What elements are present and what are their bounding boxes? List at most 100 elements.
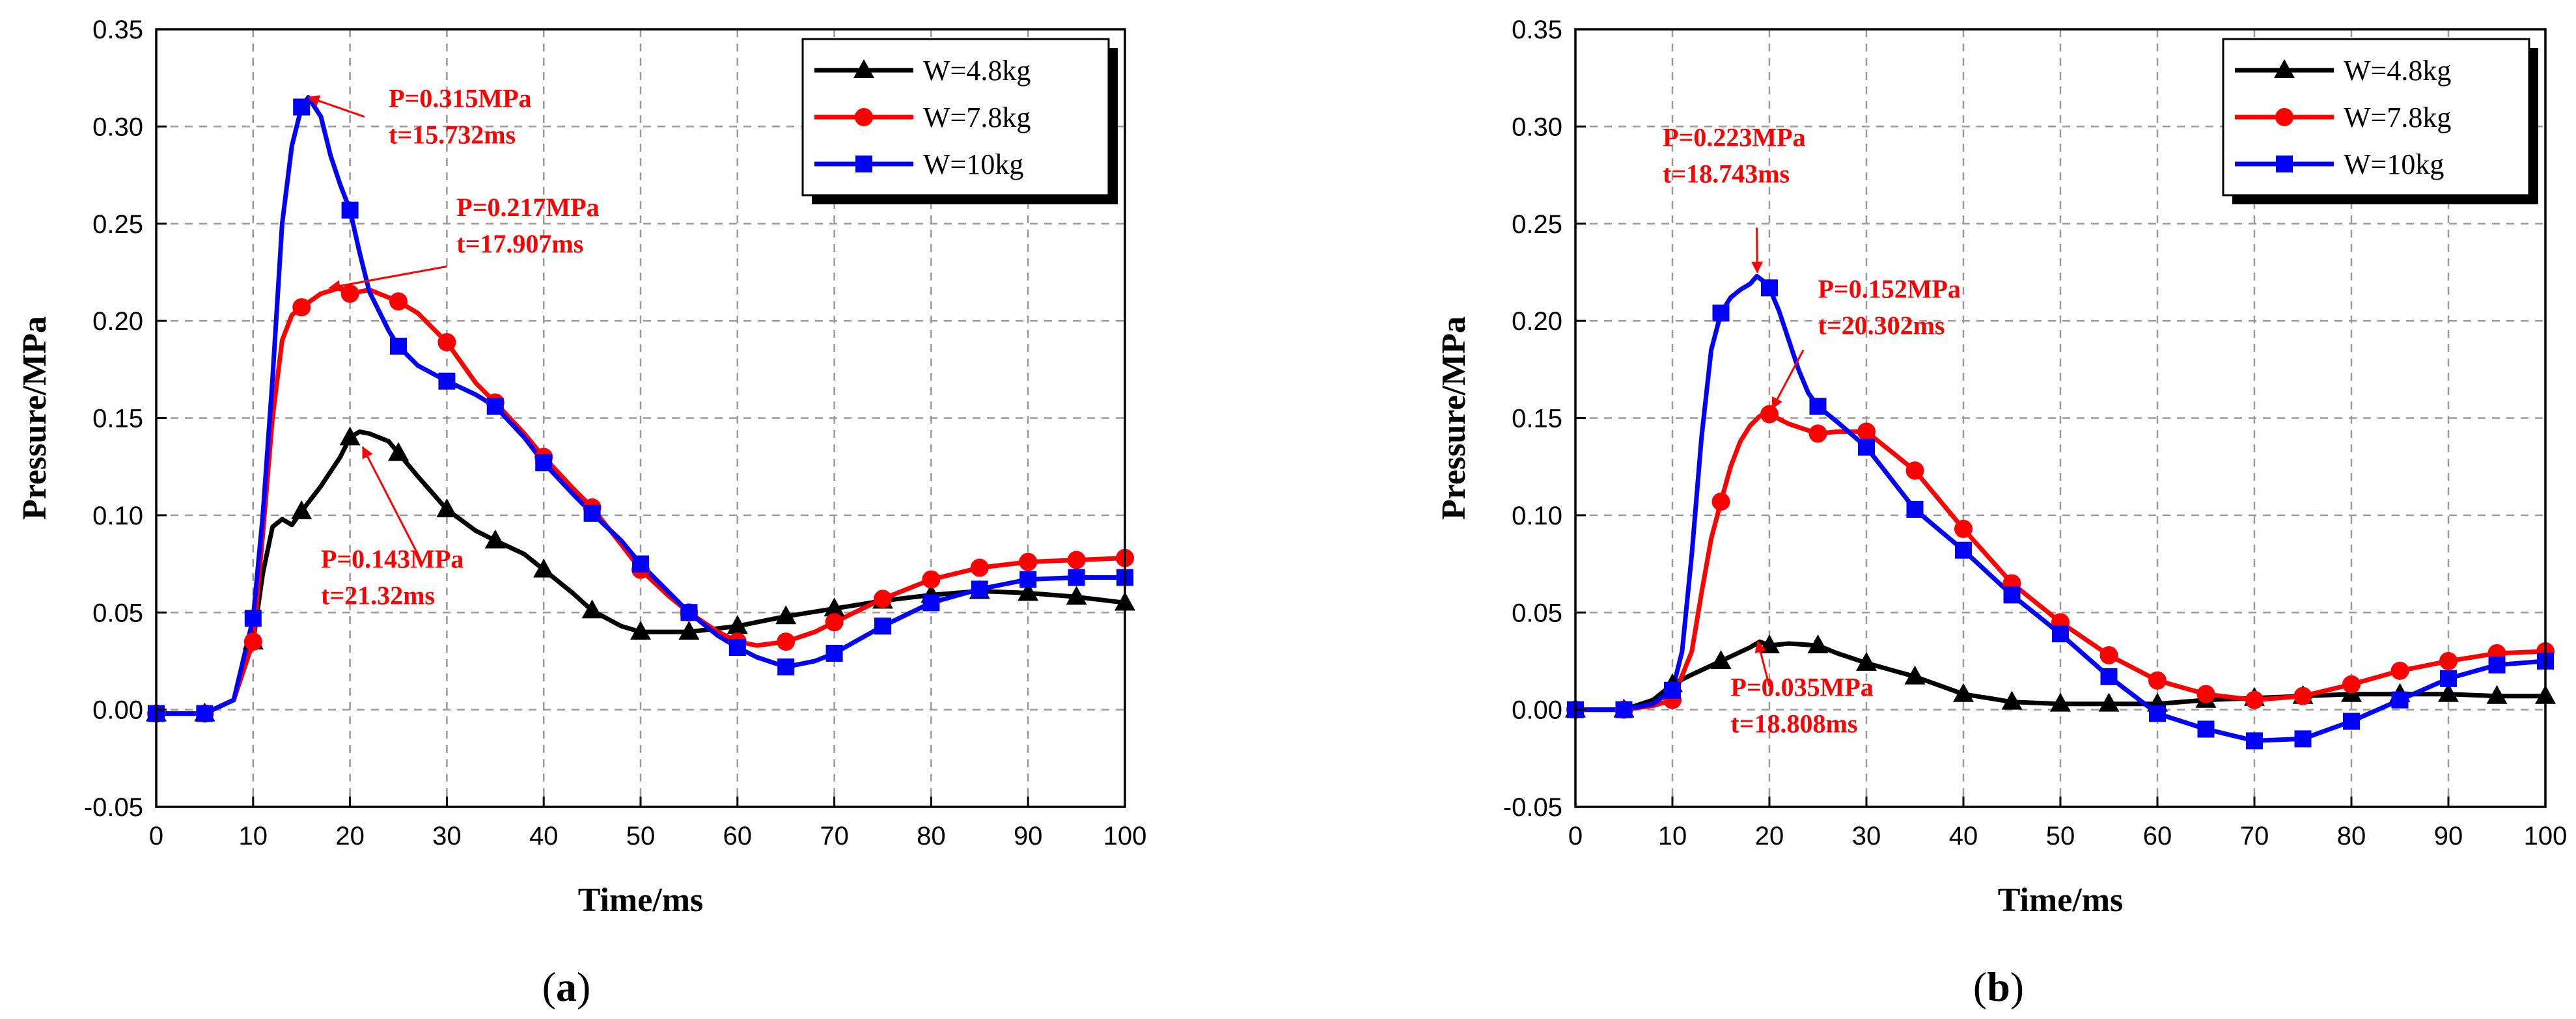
annotation-time: t=21.32ms bbox=[321, 581, 435, 610]
x-tick-label: 0 bbox=[1568, 822, 1583, 850]
data-point bbox=[727, 615, 748, 634]
annotation-time: t=18.808ms bbox=[1730, 709, 1857, 739]
data-point bbox=[484, 529, 506, 549]
annotation-arrow bbox=[361, 446, 419, 555]
data-point bbox=[2343, 713, 2360, 730]
y-tick-label: 0.30 bbox=[1512, 113, 1562, 141]
series-line-triangle bbox=[154, 429, 1128, 716]
panel-paren-open: ( bbox=[1973, 964, 1987, 1010]
legend-marker bbox=[2276, 156, 2293, 172]
data-point bbox=[2050, 692, 2071, 712]
data-point bbox=[2003, 586, 2021, 604]
data-point bbox=[2148, 671, 2167, 690]
data-point bbox=[388, 442, 409, 461]
x-tick-label: 60 bbox=[2143, 822, 2172, 850]
legend-label: W=7.8kg bbox=[923, 102, 1031, 133]
data-point bbox=[2440, 670, 2457, 687]
panel-letter: a bbox=[556, 964, 577, 1010]
data-point bbox=[1904, 665, 1926, 685]
annotation-time: t=18.743ms bbox=[1663, 159, 1790, 188]
x-tick-label: 0 bbox=[149, 822, 163, 850]
data-point bbox=[244, 610, 262, 627]
data-point bbox=[1712, 305, 1730, 322]
y-tick-label: 0.35 bbox=[1512, 16, 1562, 44]
data-point bbox=[2100, 668, 2118, 685]
data-point bbox=[825, 644, 843, 662]
data-point bbox=[2488, 656, 2506, 673]
x-tick-label: 10 bbox=[1658, 822, 1687, 850]
data-point bbox=[2486, 685, 2508, 704]
data-point bbox=[1905, 461, 1924, 480]
data-point bbox=[1857, 422, 1876, 441]
annotation-pressure: P=0.223MPa bbox=[1663, 122, 1805, 152]
data-point bbox=[1760, 405, 1779, 424]
data-point bbox=[874, 618, 891, 635]
data-point bbox=[1809, 398, 1827, 415]
data-point bbox=[2245, 690, 2264, 709]
data-point bbox=[1761, 279, 1778, 297]
annotation-time: t=17.907ms bbox=[456, 229, 583, 258]
x-tick-label: 90 bbox=[1014, 822, 1043, 850]
data-point bbox=[533, 558, 555, 578]
x-tick-label: 90 bbox=[2434, 822, 2463, 850]
data-point bbox=[777, 658, 795, 675]
y-tick-label: 0.25 bbox=[1512, 210, 1562, 239]
y-axis-title: Pressure/MPa bbox=[1435, 316, 1473, 520]
x-tick-label: 20 bbox=[335, 822, 365, 850]
data-point bbox=[1615, 701, 1633, 718]
x-tick-label: 30 bbox=[1852, 822, 1881, 850]
data-point bbox=[2197, 720, 2215, 738]
data-point bbox=[2438, 683, 2459, 702]
legend: W=4.8kg W=7.8kg W=10kg bbox=[801, 38, 1118, 204]
data-point bbox=[291, 500, 312, 519]
data-point bbox=[486, 398, 504, 415]
data-point bbox=[1710, 649, 1732, 669]
annotation-time: t=15.732ms bbox=[389, 120, 516, 150]
series-line-square bbox=[154, 95, 1128, 716]
data-point bbox=[2149, 705, 2166, 722]
data-point bbox=[970, 558, 989, 577]
y-tick-label: 0.10 bbox=[1512, 502, 1562, 530]
annotation-pressure: P=0.315MPa bbox=[389, 84, 531, 113]
data-point bbox=[1955, 541, 1972, 559]
data-point bbox=[196, 705, 214, 722]
data-point bbox=[243, 632, 262, 651]
data-point bbox=[2246, 732, 2263, 750]
data-point bbox=[339, 426, 361, 446]
y-tick-label: 0.05 bbox=[1512, 599, 1562, 627]
legend-marker bbox=[2275, 108, 2293, 126]
x-tick-label: 60 bbox=[723, 822, 753, 850]
data-point bbox=[1906, 500, 1924, 518]
y-tick-label: 0.25 bbox=[92, 210, 143, 239]
y-tick-label: 0.35 bbox=[92, 16, 143, 44]
legend-marker bbox=[855, 108, 873, 126]
legend-label: W=10kg bbox=[2344, 148, 2444, 180]
data-point bbox=[1019, 552, 1038, 571]
data-point bbox=[2098, 692, 2120, 712]
data-point bbox=[583, 504, 601, 522]
x-tick-label: 10 bbox=[239, 822, 268, 850]
x-tick-label: 50 bbox=[626, 822, 656, 850]
data-point bbox=[340, 284, 359, 303]
data-point bbox=[630, 621, 651, 640]
x-tick-label: 30 bbox=[432, 822, 462, 850]
annotation-pressure: P=0.143MPa bbox=[321, 545, 464, 574]
chart-b: 0 10 20 30 40 50 60 70 80 90 100 -0.05 0.00 0.05 0.10 0… bbox=[1435, 16, 2567, 1010]
data-point bbox=[1067, 550, 1086, 569]
annotation-pressure: P=0.035MPa bbox=[1730, 673, 1873, 702]
panel-paren-close: ) bbox=[2010, 964, 2024, 1010]
legend-label: W=4.8kg bbox=[2344, 55, 2451, 87]
data-point bbox=[824, 597, 845, 617]
annotation: P=0.152MPa t=20.302ms bbox=[1771, 274, 1961, 410]
data-point bbox=[1807, 634, 1829, 654]
panel-label: (a) bbox=[542, 964, 591, 1010]
annotation-arrow bbox=[1754, 640, 1771, 687]
annotation-pressure: P=0.217MPa bbox=[456, 193, 599, 222]
annotation: P=0.223MPa t=18.743ms bbox=[1663, 122, 1806, 274]
y-tick-label: 0.15 bbox=[1512, 405, 1562, 433]
x-tick-label: 80 bbox=[2337, 822, 2366, 850]
data-point bbox=[777, 632, 796, 651]
annotation-arrow bbox=[307, 95, 365, 118]
y-tick-label: 0.20 bbox=[1512, 307, 1562, 336]
